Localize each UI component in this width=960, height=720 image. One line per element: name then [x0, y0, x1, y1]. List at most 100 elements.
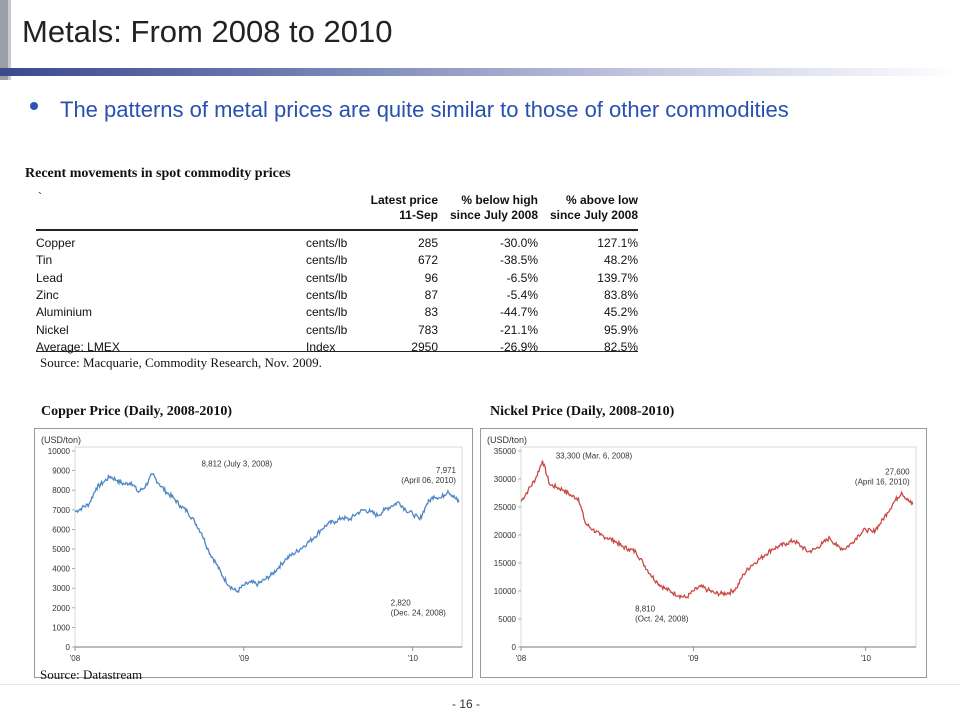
copper-chart-caption: Copper Price (Daily, 2008-2010) [41, 404, 233, 419]
y-tick-label: 15000 [494, 559, 517, 568]
y-tick-label: 9000 [52, 467, 70, 476]
annotation-value: 33,300 (Mar. 6, 2008) [556, 452, 633, 461]
footer-rule [0, 684, 960, 685]
y-tick-label: 25000 [494, 503, 517, 512]
x-tick-label: '10 [408, 654, 419, 663]
cell-above: 82.5% [603, 339, 638, 354]
y-tick-label: 0 [66, 643, 71, 652]
x-tick-label: '08 [516, 654, 527, 663]
cell-name: Lead [36, 270, 63, 285]
cell-price: 83 [424, 305, 438, 320]
annotation-date: (April 16, 2010) [855, 477, 910, 486]
header-below-line1: % below high [461, 193, 538, 207]
cell-unit: cents/lb [306, 270, 348, 285]
copper-chart-frame: (USD/ton) 0 1000 2000 3000 4000 5000 6000 7000 80… [34, 428, 473, 678]
annotation-value: 7,971 [436, 466, 457, 475]
table-caption: Recent movements in spot commodity price… [25, 166, 291, 181]
cell-name: Aluminium [36, 305, 93, 320]
header-price-line1: Latest price [370, 193, 438, 207]
y-tick-label: 0 [512, 643, 517, 652]
cell-below: -44.7% [499, 305, 538, 320]
header-above: % above low since July 2008 [540, 193, 638, 223]
cell-price: 672 [417, 253, 438, 268]
cell-below: -5.4% [506, 287, 538, 302]
cell-name: Tin [36, 253, 53, 268]
cell-above: 45.2% [603, 305, 638, 320]
x-tick-label: '09 [239, 654, 250, 663]
cell-below: -30.0% [499, 236, 538, 250]
annotation-value: 2,820 [391, 599, 412, 608]
cell-above: 83.8% [603, 287, 638, 302]
unit-label: (USD/ton) [41, 435, 81, 445]
series-line [520, 460, 914, 600]
y-tick-label: 5000 [52, 545, 70, 554]
table-row: Aluminium cents/lb 83 -44.7% 45.2% [36, 305, 638, 322]
header-price: Latest price 11-Sep [362, 193, 438, 223]
cell-unit: cents/lb [306, 253, 348, 268]
chart-source: Source: Datastream [40, 667, 143, 682]
y-tick-label: 7000 [52, 506, 70, 515]
annotation-value: 27,600 [885, 467, 910, 476]
table-source: Source: Macquarie, Commodity Research, N… [40, 355, 322, 370]
series-line [74, 472, 460, 593]
table-row: Tin cents/lb 672 -38.5% 48.2% [36, 253, 638, 270]
cell-price: 96 [424, 270, 438, 285]
cell-name: Average: LMEX [36, 339, 120, 354]
y-tick-label: 6000 [52, 525, 70, 534]
slide-title: Metals: From 2008 to 2010 [22, 14, 393, 49]
title-accent-bar [0, 0, 8, 80]
y-tick-label: 35000 [494, 447, 517, 456]
title-gradient-rule [0, 68, 960, 76]
y-tick-label: 3000 [52, 584, 70, 593]
nickel-price-chart: (USD/ton) 0 5000 10000 15000 20000 25000 30000 3… [487, 435, 917, 663]
table-mark: ` [38, 190, 42, 204]
cell-price: 87 [424, 287, 438, 302]
y-tick-label: 30000 [494, 475, 517, 484]
table-row: Average: LMEX Index 2950 -26.9% 82.5% [36, 340, 638, 357]
cell-name: Copper [36, 236, 76, 250]
header-below-line2: since July 2008 [449, 208, 538, 222]
x-tick-label: '08 [70, 654, 81, 663]
cell-below: -38.5% [499, 253, 538, 268]
cell-price: 2950 [411, 339, 438, 354]
cell-price: 783 [417, 322, 438, 337]
title-accent-bar-light [8, 0, 11, 80]
x-tick-label: '09 [688, 654, 699, 663]
cell-above: 48.2% [603, 253, 638, 268]
y-tick-label: 5000 [498, 615, 516, 624]
bullet-text: The patterns of metal prices are quite s… [60, 97, 789, 122]
table-row: Zinc cents/lb 87 -5.4% 83.8% [36, 288, 638, 305]
annotation-date: (Dec. 24, 2008) [391, 609, 446, 618]
table-row: Copper cents/lb 285 -30.0% 127.1% [36, 236, 638, 253]
table-row: Nickel cents/lb 783 -21.1% 95.9% [36, 323, 638, 340]
cell-unit: cents/lb [306, 236, 348, 250]
cell-name: Zinc [36, 287, 59, 302]
annotation-value: 8,810 [635, 605, 656, 614]
page-number: - 16 - [452, 697, 481, 711]
cell-name: Nickel [36, 322, 69, 337]
header-above-line2: since July 2008 [549, 208, 638, 222]
y-tick-label: 20000 [494, 531, 517, 540]
cell-unit: Index [306, 339, 336, 354]
copper-price-chart: (USD/ton) 0 1000 2000 3000 4000 5000 6000 7000 80… [41, 435, 463, 663]
cell-unit: cents/lb [306, 322, 348, 337]
header-price-line2: 11-Sep [399, 208, 438, 222]
table-bottom-rule [36, 351, 638, 352]
header-below: % below high since July 2008 [440, 193, 538, 223]
cell-above: 127.1% [597, 236, 638, 250]
y-tick-label: 10000 [48, 447, 71, 456]
cell-below: -26.9% [499, 339, 538, 354]
cell-above: 139.7% [597, 270, 638, 285]
cell-above: 95.9% [603, 322, 638, 337]
y-tick-label: 8000 [52, 486, 70, 495]
cell-below: -6.5% [506, 270, 538, 285]
y-tick-label: 4000 [52, 565, 70, 574]
y-tick-label: 10000 [494, 587, 517, 596]
nickel-chart-caption: Nickel Price (Daily, 2008-2010) [490, 404, 675, 419]
x-tick-label: '10 [861, 654, 872, 663]
y-tick-label: 1000 [52, 623, 70, 632]
cell-unit: cents/lb [306, 305, 348, 320]
table-row: Lead cents/lb 96 -6.5% 139.7% [36, 271, 638, 288]
cell-unit: cents/lb [306, 287, 348, 302]
header-above-line1: % above low [565, 193, 638, 207]
